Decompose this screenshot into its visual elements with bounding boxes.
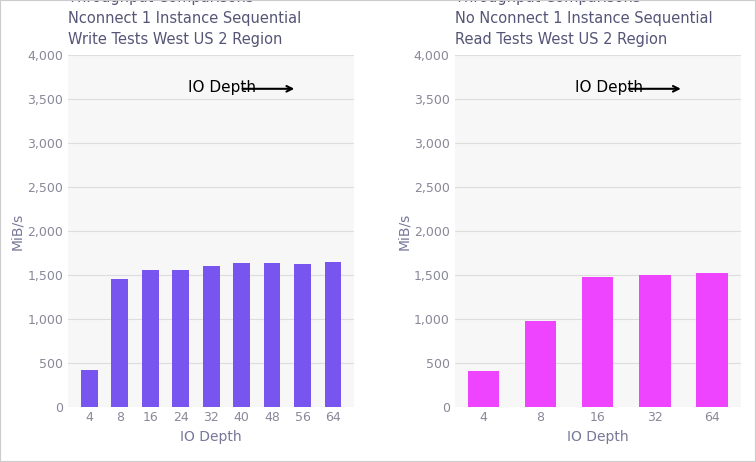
Bar — [639, 275, 671, 407]
Bar — [324, 261, 342, 407]
Bar — [294, 264, 311, 407]
Bar — [582, 277, 613, 407]
Bar — [172, 270, 189, 407]
Text: IO Depth: IO Depth — [575, 80, 643, 95]
Bar — [81, 370, 98, 407]
X-axis label: IO Depth: IO Depth — [567, 430, 628, 444]
Bar — [467, 371, 499, 407]
Text: Throughput Comparisons -
Nconnect 1 Instance Sequential
Write Tests West US 2 Re: Throughput Comparisons - Nconnect 1 Inst… — [68, 0, 302, 47]
Bar — [696, 273, 728, 407]
Bar — [525, 321, 556, 407]
Bar — [142, 270, 159, 407]
Bar — [111, 279, 129, 407]
Y-axis label: MiB/s: MiB/s — [11, 213, 24, 249]
Bar — [264, 263, 280, 407]
Text: IO Depth: IO Depth — [188, 80, 256, 95]
Y-axis label: MiB/s: MiB/s — [397, 213, 411, 249]
X-axis label: IO Depth: IO Depth — [181, 430, 242, 444]
Bar — [234, 262, 250, 407]
Bar — [203, 266, 219, 407]
Text: Throughput Comparisons -
No Nconnect 1 Instance Sequential
Read Tests West US 2 : Throughput Comparisons - No Nconnect 1 I… — [454, 0, 712, 47]
